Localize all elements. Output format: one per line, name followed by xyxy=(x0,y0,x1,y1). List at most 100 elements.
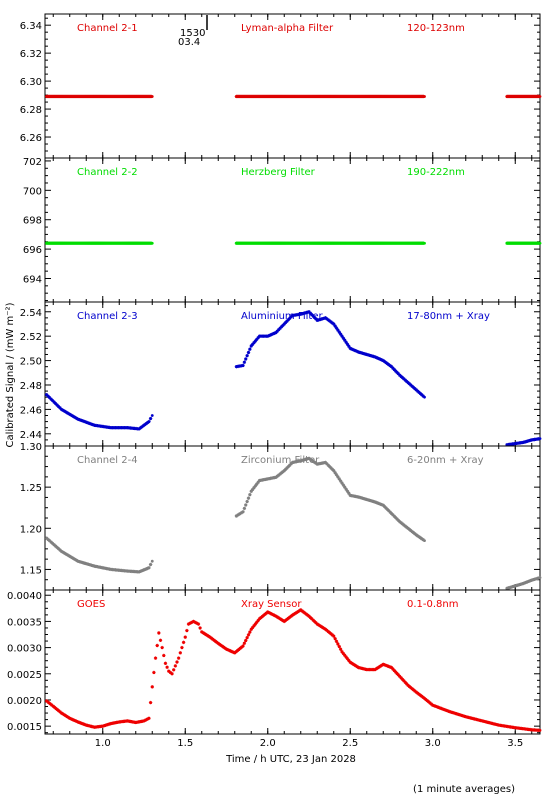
data-point xyxy=(211,637,215,641)
data-point xyxy=(325,628,329,633)
data-point xyxy=(250,342,255,347)
data-point xyxy=(244,638,248,643)
data-point xyxy=(338,647,343,651)
data-point xyxy=(270,332,274,337)
data-point xyxy=(150,685,154,689)
data-point xyxy=(286,464,291,469)
data-point xyxy=(241,363,245,368)
data-point xyxy=(80,419,85,423)
data-point xyxy=(275,329,280,333)
data-point xyxy=(173,664,178,668)
data-point xyxy=(444,708,448,713)
data-point xyxy=(260,614,264,619)
ut-marker: 1530 03.4 xyxy=(178,15,208,48)
data-point xyxy=(333,324,337,328)
data-point xyxy=(308,615,313,620)
data-point xyxy=(407,684,412,689)
data-point xyxy=(65,411,70,415)
data-point xyxy=(61,550,65,554)
y-tick-label: 2.50 xyxy=(20,357,42,368)
data-point xyxy=(246,496,251,500)
data-point xyxy=(195,621,199,625)
y-tick-label: 2.54 xyxy=(20,308,42,319)
data-point xyxy=(65,553,70,557)
data-point xyxy=(228,649,233,653)
data-point xyxy=(323,316,328,320)
data-point xyxy=(340,650,344,654)
data-point xyxy=(338,332,343,336)
data-point xyxy=(234,514,239,518)
data-point xyxy=(241,644,245,648)
data-point xyxy=(249,489,253,493)
data-point xyxy=(461,714,465,718)
data-point xyxy=(285,617,289,622)
data-point xyxy=(525,580,530,584)
data-point xyxy=(147,566,151,570)
data-point xyxy=(438,706,442,710)
data-point xyxy=(47,539,52,543)
data-point xyxy=(67,554,71,558)
data-point xyxy=(176,656,181,660)
data-point xyxy=(527,579,531,583)
data-point xyxy=(266,610,270,614)
data-point xyxy=(418,391,423,396)
data-point xyxy=(59,407,64,412)
data-point xyxy=(377,501,381,506)
data-point xyxy=(382,359,387,364)
data-point xyxy=(144,421,148,426)
panels-group: 6.26 6.28 6.30 6.32 6.34 Channel 2-1 Lyman-alp… xyxy=(7,13,542,749)
data-point xyxy=(148,700,153,705)
data-point xyxy=(285,466,289,470)
data-point xyxy=(389,364,394,369)
y-tick-label: 1.15 xyxy=(20,565,42,576)
data-point xyxy=(289,315,293,319)
data-point xyxy=(312,619,317,624)
data-point xyxy=(344,487,348,491)
panel-channel-label: GOES xyxy=(77,599,105,610)
data-point xyxy=(253,484,258,488)
data-point xyxy=(307,614,311,618)
y-tick-label: 6.32 xyxy=(20,49,42,60)
data-point xyxy=(414,690,418,694)
data-point xyxy=(145,717,149,721)
data-point xyxy=(429,702,434,706)
data-point xyxy=(312,315,317,320)
data-point xyxy=(68,716,72,720)
data-point xyxy=(257,617,262,621)
data-point xyxy=(209,636,214,640)
data-point xyxy=(355,349,359,354)
y-tick-label: 0.0025 xyxy=(7,670,42,681)
data-point xyxy=(400,522,405,526)
data-point xyxy=(343,653,347,657)
y-tick-label: 696 xyxy=(23,245,42,256)
y-tick-label: 2.44 xyxy=(20,430,42,441)
data-point xyxy=(46,394,50,398)
data-point xyxy=(267,610,271,615)
data-series xyxy=(44,94,542,99)
data-point xyxy=(345,342,350,347)
data-point xyxy=(345,489,350,493)
data-point xyxy=(308,311,313,315)
data-point xyxy=(352,348,357,352)
data-point xyxy=(303,611,307,615)
data-point xyxy=(242,641,247,645)
panel-frame xyxy=(44,589,541,735)
data-point xyxy=(351,347,355,352)
data-point xyxy=(238,512,242,516)
data-point xyxy=(141,424,145,428)
data-point xyxy=(242,360,247,364)
data-point xyxy=(272,613,277,618)
data-point xyxy=(198,626,202,630)
data-point xyxy=(332,634,336,638)
data-point xyxy=(140,425,144,429)
x-tick-label: 1.0 xyxy=(95,738,111,749)
data-point xyxy=(458,713,462,717)
data-point xyxy=(406,526,410,530)
data-point xyxy=(385,361,390,366)
data-point xyxy=(343,485,347,489)
data-point xyxy=(183,635,187,639)
data-point xyxy=(252,340,256,345)
data-point xyxy=(142,719,146,723)
data-point xyxy=(212,638,216,642)
panel-channel-label: Channel 2-1 xyxy=(77,23,138,34)
